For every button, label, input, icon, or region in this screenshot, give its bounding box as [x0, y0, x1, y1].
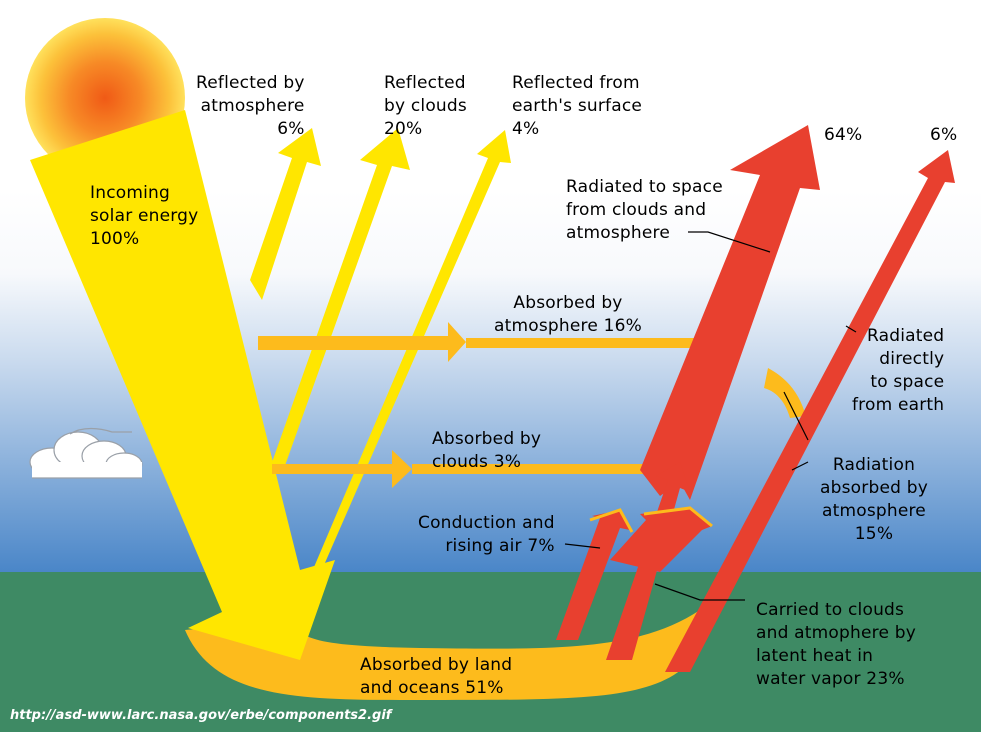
reflected-atmosphere-label: Reflected by atmosphere 6% [196, 73, 305, 139]
conduction-arrowhead-outline [589, 508, 634, 533]
latent-heat-label: Carried to clouds and atmophere by laten… [756, 600, 916, 689]
conduction-arrow [556, 510, 630, 640]
incoming-solar-label: Incoming solar energy 100% [90, 183, 199, 249]
radiated-clouds-label: Radiated to space from clouds and atmosp… [566, 177, 723, 243]
reflected-clouds-arrow [270, 128, 410, 474]
absorbed-land-label: Absorbed by land and oceans 51% [360, 655, 513, 698]
conduction-label: Conduction and rising air 7% [418, 513, 555, 556]
radiated-directly-label: Radiated directly to space from earth [852, 326, 945, 415]
absorbed-land-band [185, 610, 700, 700]
radiated-directly-arrow [665, 150, 955, 672]
radiated-clouds-percent: 64% [824, 125, 863, 145]
reflected-surface-arrow [300, 130, 511, 604]
absorbed-clouds-line [412, 464, 648, 474]
absorbed-atmosphere-label: Absorbed by atmosphere 16% [494, 293, 642, 336]
reflected-surface-label: Reflected from earth's surface 4% [512, 73, 643, 139]
reflected-clouds-label: Reflected by clouds 20% [384, 73, 467, 139]
conduction-arrow-2 [610, 508, 712, 572]
absorbed-atmosphere-arrow [258, 322, 466, 362]
source-url: http://asd-www.larc.nasa.gov/erbe/compon… [10, 708, 392, 723]
absorbed-clouds-label: Absorbed by clouds 3% [432, 429, 542, 472]
radiated-directly-percent: 6% [930, 125, 958, 145]
absorbed-clouds-arrow [272, 450, 412, 488]
radiation-absorbed-label: Radiation absorbed by atmosphere 15% [820, 455, 928, 544]
reflected-atmosphere-arrow [250, 128, 321, 300]
radiated-space-arrow [640, 125, 820, 500]
leader-lines [564, 231, 857, 601]
incoming-solar-arrow [30, 110, 335, 660]
latent-arrowhead-outline [643, 506, 713, 528]
absorbed-atmosphere-line [466, 338, 706, 348]
cloud-icon [29, 427, 143, 479]
